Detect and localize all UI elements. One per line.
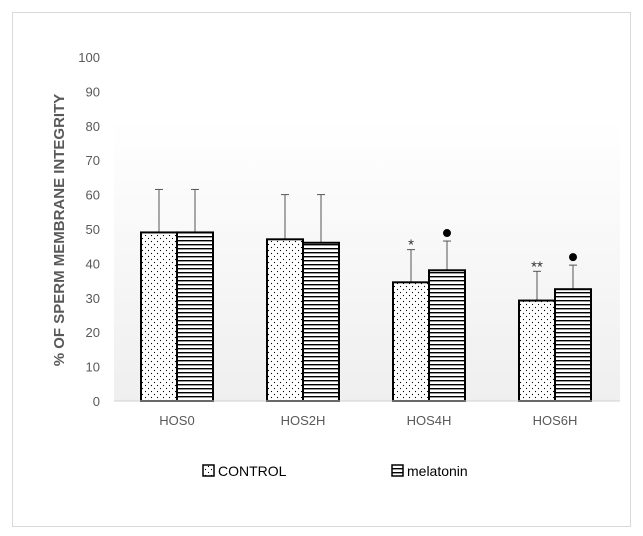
legend-label-control: CONTROL bbox=[218, 463, 287, 479]
significance-star-marker: * bbox=[408, 237, 414, 254]
bar-melatonin-hos6h bbox=[554, 288, 592, 403]
y-tick-label: 20 bbox=[86, 325, 100, 340]
x-tick-label: HOS2H bbox=[281, 413, 326, 428]
y-tick-label: 50 bbox=[86, 222, 100, 237]
x-tick-label: HOS0 bbox=[159, 413, 194, 428]
legend-swatch-melatonin bbox=[391, 464, 404, 477]
y-tick-label: 30 bbox=[86, 291, 100, 306]
bar-melatonin-hos4h bbox=[428, 269, 466, 402]
x-tick-label: HOS6H bbox=[533, 413, 578, 428]
legend-swatch-control bbox=[202, 464, 215, 477]
bar-melatonin-hos2h bbox=[302, 241, 340, 402]
x-tick-label: HOS4H bbox=[407, 413, 452, 428]
bar-control-hos4h bbox=[392, 281, 430, 403]
significance-star-marker: ** bbox=[531, 258, 543, 275]
y-axis-label: % OF SPERM MEMBRANE INTEGRITY bbox=[51, 94, 68, 367]
y-tick-label: 90 bbox=[86, 84, 100, 99]
y-tick-label: 0 bbox=[93, 394, 100, 409]
significance-dot-marker bbox=[569, 253, 577, 262]
bar-control-hos2h bbox=[266, 238, 304, 402]
y-tick-label: 10 bbox=[86, 360, 100, 375]
y-tick-label: 80 bbox=[86, 119, 100, 134]
y-tick-label: 70 bbox=[86, 153, 100, 168]
y-tick-label: 100 bbox=[78, 50, 100, 65]
bar-melatonin-hos0 bbox=[176, 231, 214, 402]
y-tick-label: 60 bbox=[86, 188, 100, 203]
bar-control-hos0 bbox=[140, 231, 178, 402]
significance-dot-marker bbox=[443, 229, 451, 238]
legend-label-melatonin: melatonin bbox=[407, 463, 468, 479]
chart-frame bbox=[12, 12, 631, 527]
y-tick-label: 40 bbox=[86, 256, 100, 271]
bar-control-hos6h bbox=[518, 299, 556, 402]
